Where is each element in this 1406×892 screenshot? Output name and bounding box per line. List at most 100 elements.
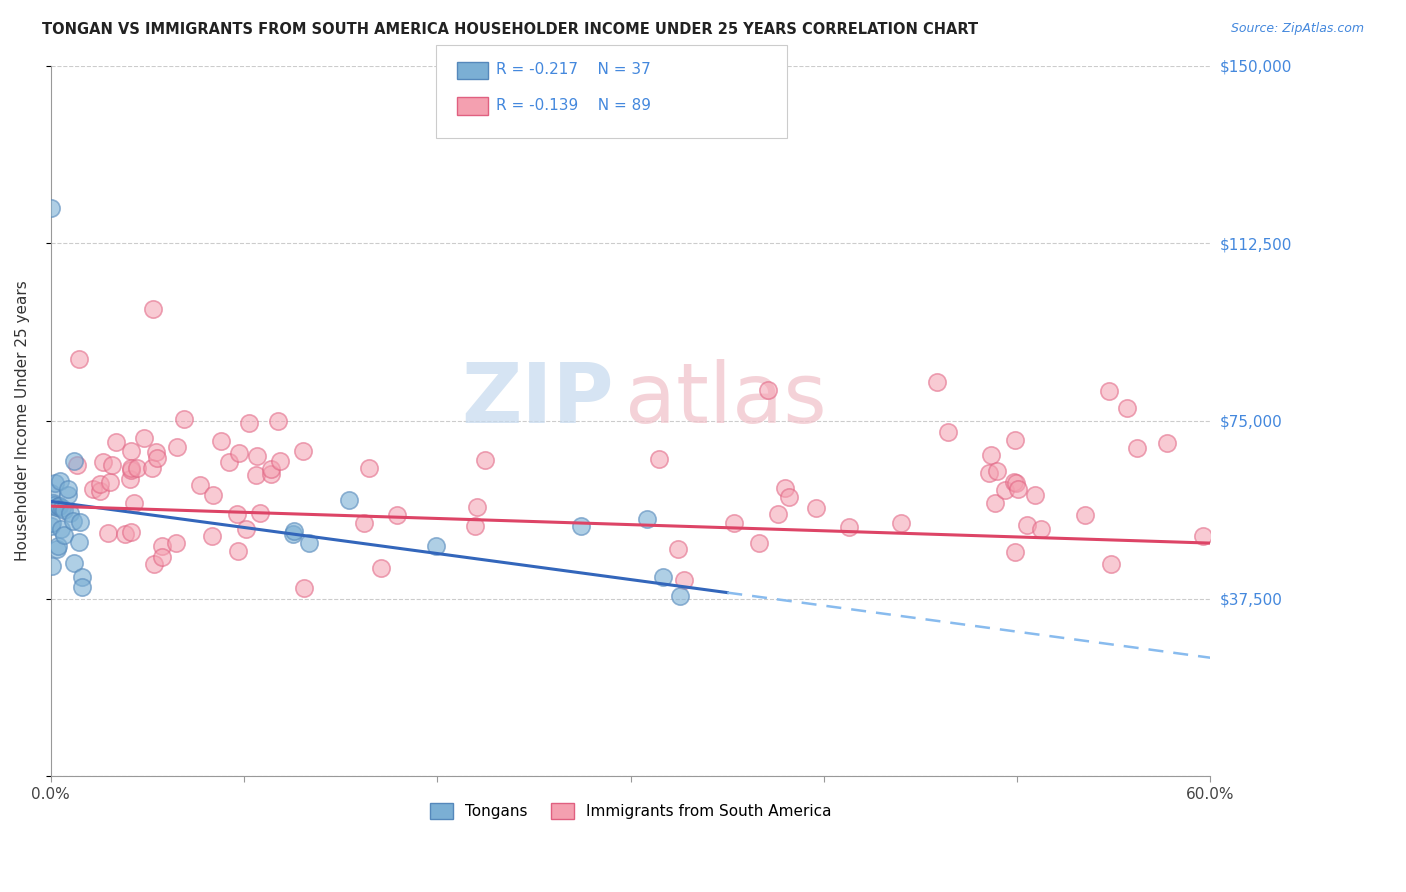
Point	[984, 496, 1007, 510]
Point	[1004, 476, 1026, 491]
Point	[672, 574, 695, 588]
Point	[804, 500, 827, 515]
Point	[936, 425, 959, 439]
Point	[145, 444, 167, 458]
Point	[260, 462, 283, 476]
Point	[114, 526, 136, 541]
Point	[201, 529, 224, 543]
Point	[1004, 544, 1026, 558]
Point	[209, 434, 232, 448]
Point	[97, 525, 120, 540]
Point	[120, 524, 142, 539]
Point	[70, 570, 93, 584]
Point	[1074, 508, 1097, 522]
Point	[72, 580, 94, 594]
Point	[152, 550, 174, 565]
Point	[1024, 488, 1046, 502]
Point	[652, 570, 675, 584]
Point	[56, 488, 79, 502]
Point	[1029, 522, 1052, 536]
Point	[297, 535, 319, 549]
Point	[669, 589, 692, 603]
Point	[42, 496, 65, 510]
Point	[143, 557, 166, 571]
Point	[980, 448, 1002, 462]
Point	[756, 384, 779, 398]
Point	[267, 414, 290, 428]
Point	[165, 535, 187, 549]
Point	[46, 539, 69, 553]
Point	[62, 514, 84, 528]
Point	[82, 482, 104, 496]
Point	[1004, 434, 1026, 448]
Point	[122, 495, 145, 509]
Y-axis label: Householder Income Under 25 years: Householder Income Under 25 years	[15, 280, 30, 561]
Point	[44, 476, 66, 491]
Point	[58, 482, 80, 496]
Point	[979, 466, 1001, 480]
Point	[53, 528, 76, 542]
Text: R = -0.217    N = 37: R = -0.217 N = 37	[496, 62, 651, 77]
Point	[245, 468, 267, 483]
Point	[142, 302, 165, 317]
Point	[269, 454, 291, 468]
Point	[98, 475, 121, 489]
Point	[353, 516, 375, 530]
Point	[226, 544, 249, 558]
Point	[666, 541, 689, 556]
Point	[1002, 475, 1025, 489]
Point	[101, 458, 124, 473]
Point	[246, 449, 269, 463]
Point	[39, 485, 62, 500]
Text: atlas: atlas	[624, 359, 827, 440]
Point	[48, 474, 70, 488]
Point	[104, 435, 127, 450]
Point	[283, 527, 305, 541]
Text: ZIP: ZIP	[461, 359, 613, 440]
Point	[150, 539, 173, 553]
Point	[69, 515, 91, 529]
Point	[45, 500, 67, 515]
Point	[166, 440, 188, 454]
Point	[63, 454, 86, 468]
Point	[41, 518, 63, 533]
Point	[41, 559, 63, 574]
Point	[173, 411, 195, 425]
Point	[775, 481, 797, 495]
Point	[569, 518, 592, 533]
Point	[120, 460, 142, 475]
Point	[89, 484, 111, 499]
Point	[249, 506, 271, 520]
Point	[1191, 529, 1213, 543]
Point	[45, 541, 67, 556]
Point	[1116, 401, 1139, 416]
Text: R = -0.139    N = 89: R = -0.139 N = 89	[496, 98, 651, 112]
Point	[385, 508, 408, 522]
Point	[723, 516, 745, 531]
Point	[1156, 436, 1178, 450]
Point	[838, 519, 860, 533]
Point	[238, 416, 260, 430]
Point	[39, 201, 62, 215]
Point	[120, 444, 142, 458]
Point	[359, 460, 381, 475]
Point	[474, 452, 496, 467]
Point	[141, 461, 163, 475]
Point	[1099, 557, 1122, 571]
Point	[425, 539, 447, 553]
Point	[291, 444, 314, 458]
Point	[89, 476, 111, 491]
Point	[48, 499, 70, 513]
Point	[283, 524, 305, 538]
Point	[337, 493, 360, 508]
Point	[59, 506, 82, 520]
Point	[132, 431, 155, 445]
Point	[69, 352, 91, 367]
Point	[120, 462, 142, 476]
Point	[188, 477, 211, 491]
Point	[226, 508, 249, 522]
Point	[1017, 518, 1039, 533]
Text: TONGAN VS IMMIGRANTS FROM SOUTH AMERICA HOUSEHOLDER INCOME UNDER 25 YEARS CORREL: TONGAN VS IMMIGRANTS FROM SOUTH AMERICA …	[42, 22, 979, 37]
Point	[202, 488, 225, 502]
Point	[63, 556, 86, 570]
